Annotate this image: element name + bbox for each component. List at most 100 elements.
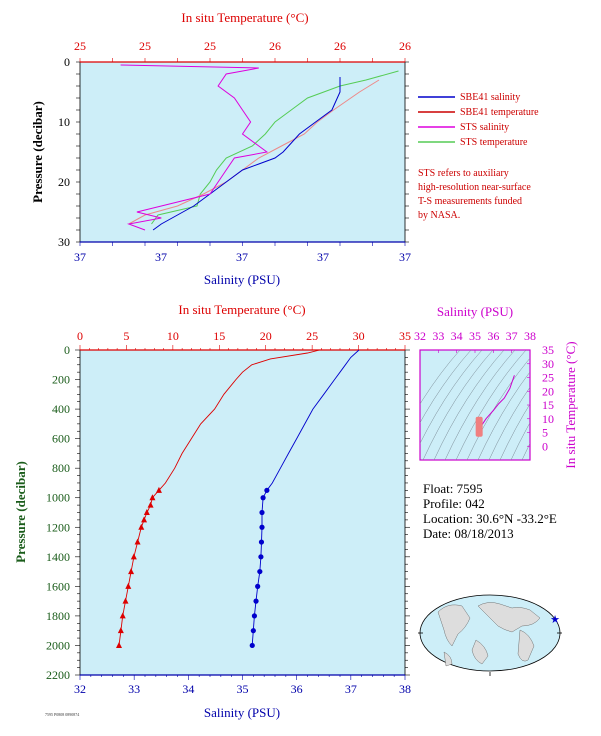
float-location: Location: 30.6°N -33.2°E xyxy=(423,511,557,526)
ts-diagram-panel: Salinity (PSU) 32 33 34 35 36 37 38 0510152025… xyxy=(414,304,578,469)
salinity-marker xyxy=(253,598,259,604)
tick-label: 20 xyxy=(58,175,70,189)
tick-label: 5 xyxy=(542,426,548,440)
bottom-pressure-tick-labels: 0 200 400 600 800 1000 1200 1400 1600 1800 2000 220… xyxy=(46,343,70,682)
location-map: ★ xyxy=(418,594,562,676)
float-info: Float: 7595 Profile: 042 Location: 30.6°… xyxy=(423,481,557,541)
salinity-marker xyxy=(259,524,265,530)
tick-label: 25 xyxy=(74,39,86,53)
legend-label: SBE41 temperature xyxy=(460,107,539,118)
tick-label: 15 xyxy=(542,398,554,412)
top-pressure-axis-title: Pressure (decibar) xyxy=(30,101,45,203)
temperature-marker xyxy=(134,538,141,545)
tick-label: 15 xyxy=(213,329,225,343)
temperature-marker xyxy=(119,612,126,619)
salinity-marker xyxy=(251,613,258,619)
tick-label: 2200 xyxy=(46,668,70,682)
tick-label: 35 xyxy=(542,343,554,357)
tick-label: 10 xyxy=(542,412,554,426)
top-sal-tick-labels: 37 37 37 37 37 xyxy=(74,250,411,264)
density-contour xyxy=(521,442,530,460)
tick-label: 26 xyxy=(334,39,346,53)
tick-label: 38 xyxy=(399,682,411,696)
top-temp-tick-labels: 25 25 25 26 26 26 xyxy=(74,39,411,53)
ts-salinity-axis-title: Salinity (PSU) xyxy=(437,304,513,319)
map-land xyxy=(517,629,535,662)
density-contour xyxy=(420,350,461,405)
map-land xyxy=(471,639,489,665)
tick-label: 38 xyxy=(524,329,536,343)
tick-label: 35 xyxy=(237,682,249,696)
ts-salinity-tick-labels: 32 33 34 35 36 37 38 xyxy=(414,329,536,353)
tick-label: 200 xyxy=(52,373,70,387)
tick-label: 600 xyxy=(52,432,70,446)
legend-label: STS salinity xyxy=(460,122,509,133)
tick-label: 37 xyxy=(399,250,411,264)
tick-label: 0 xyxy=(77,329,83,343)
salinity-marker xyxy=(249,642,255,649)
tick-label: 25 xyxy=(139,39,151,53)
ts-deep-cluster xyxy=(475,416,483,437)
salinity-marker xyxy=(255,583,261,589)
tick-label: 37 xyxy=(345,682,357,696)
tick-label: 800 xyxy=(52,461,70,475)
salinity-marker xyxy=(259,509,265,516)
tick-label: 32 xyxy=(414,329,426,343)
bottom-axis-minor-ticks xyxy=(75,345,410,680)
float-id: Float: 7595 xyxy=(423,481,483,496)
note-line: T-S measurements funded xyxy=(418,196,522,207)
note-line: high-resolution near-surface xyxy=(418,182,531,193)
temperature-marker xyxy=(138,523,145,530)
profile-number: Profile: 042 xyxy=(423,496,485,511)
ts-series-group xyxy=(475,375,515,437)
tick-label: 1000 xyxy=(46,491,70,505)
tick-label: 37 xyxy=(317,250,329,264)
tick-label: 35 xyxy=(469,329,481,343)
tick-label: 26 xyxy=(399,39,411,53)
temperature-marker xyxy=(149,494,156,501)
top-axis-minor-ticks xyxy=(76,58,409,246)
legend-label: SBE41 salinity xyxy=(460,92,520,103)
density-contour xyxy=(477,371,530,460)
tick-label: 2000 xyxy=(46,638,70,652)
bottom-pressure-axis-title: Pressure (decibar) xyxy=(13,461,28,563)
note-line: by NASA. xyxy=(418,210,460,221)
tick-label: 0 xyxy=(542,439,548,453)
temperature-marker xyxy=(116,641,122,648)
tick-label: 1400 xyxy=(46,550,70,564)
temperature-marker xyxy=(141,516,148,523)
tick-label: 26 xyxy=(269,39,281,53)
temperature-marker xyxy=(125,582,132,589)
temperature-marker xyxy=(128,568,135,575)
sts-temperature-line xyxy=(151,70,399,225)
top-plot-area xyxy=(79,61,406,243)
top-temp-axis-title: In situ Temperature (°C) xyxy=(181,10,308,25)
tick-label: 30 xyxy=(542,357,554,371)
bottom-sal-axis-title: Salinity (PSU) xyxy=(204,705,280,720)
salinity-marker xyxy=(264,487,270,493)
map-land xyxy=(443,651,453,667)
sbe41-temperature-line xyxy=(128,79,380,225)
bottom-series-group xyxy=(116,349,360,649)
tick-label: 37 xyxy=(74,250,86,264)
tick-label: 34 xyxy=(451,329,463,343)
tick-label: 36 xyxy=(487,329,499,343)
tick-label: 37 xyxy=(155,250,167,264)
tick-label: 33 xyxy=(128,682,140,696)
legend-label: STS temperature xyxy=(460,137,528,148)
ts-plot-area xyxy=(419,349,531,461)
tick-label: 400 xyxy=(52,402,70,416)
salinity-marker xyxy=(258,554,264,560)
profile-date: Date: 08/18/2013 xyxy=(423,526,514,541)
tick-label: 36 xyxy=(291,682,303,696)
top-sal-axis-title: Salinity (PSU) xyxy=(204,272,280,287)
density-contour xyxy=(499,403,530,460)
density-contour xyxy=(433,350,505,460)
bottom-sal-tick-labels: 32 33 34 35 36 37 38 xyxy=(74,682,411,696)
tick-label: 37 xyxy=(506,329,518,343)
ts-temperature-axis-title: In situ Temperature (°C) xyxy=(563,341,578,468)
tick-label: 25 xyxy=(204,39,216,53)
density-contour xyxy=(466,357,530,460)
tick-label: 20 xyxy=(542,384,554,398)
